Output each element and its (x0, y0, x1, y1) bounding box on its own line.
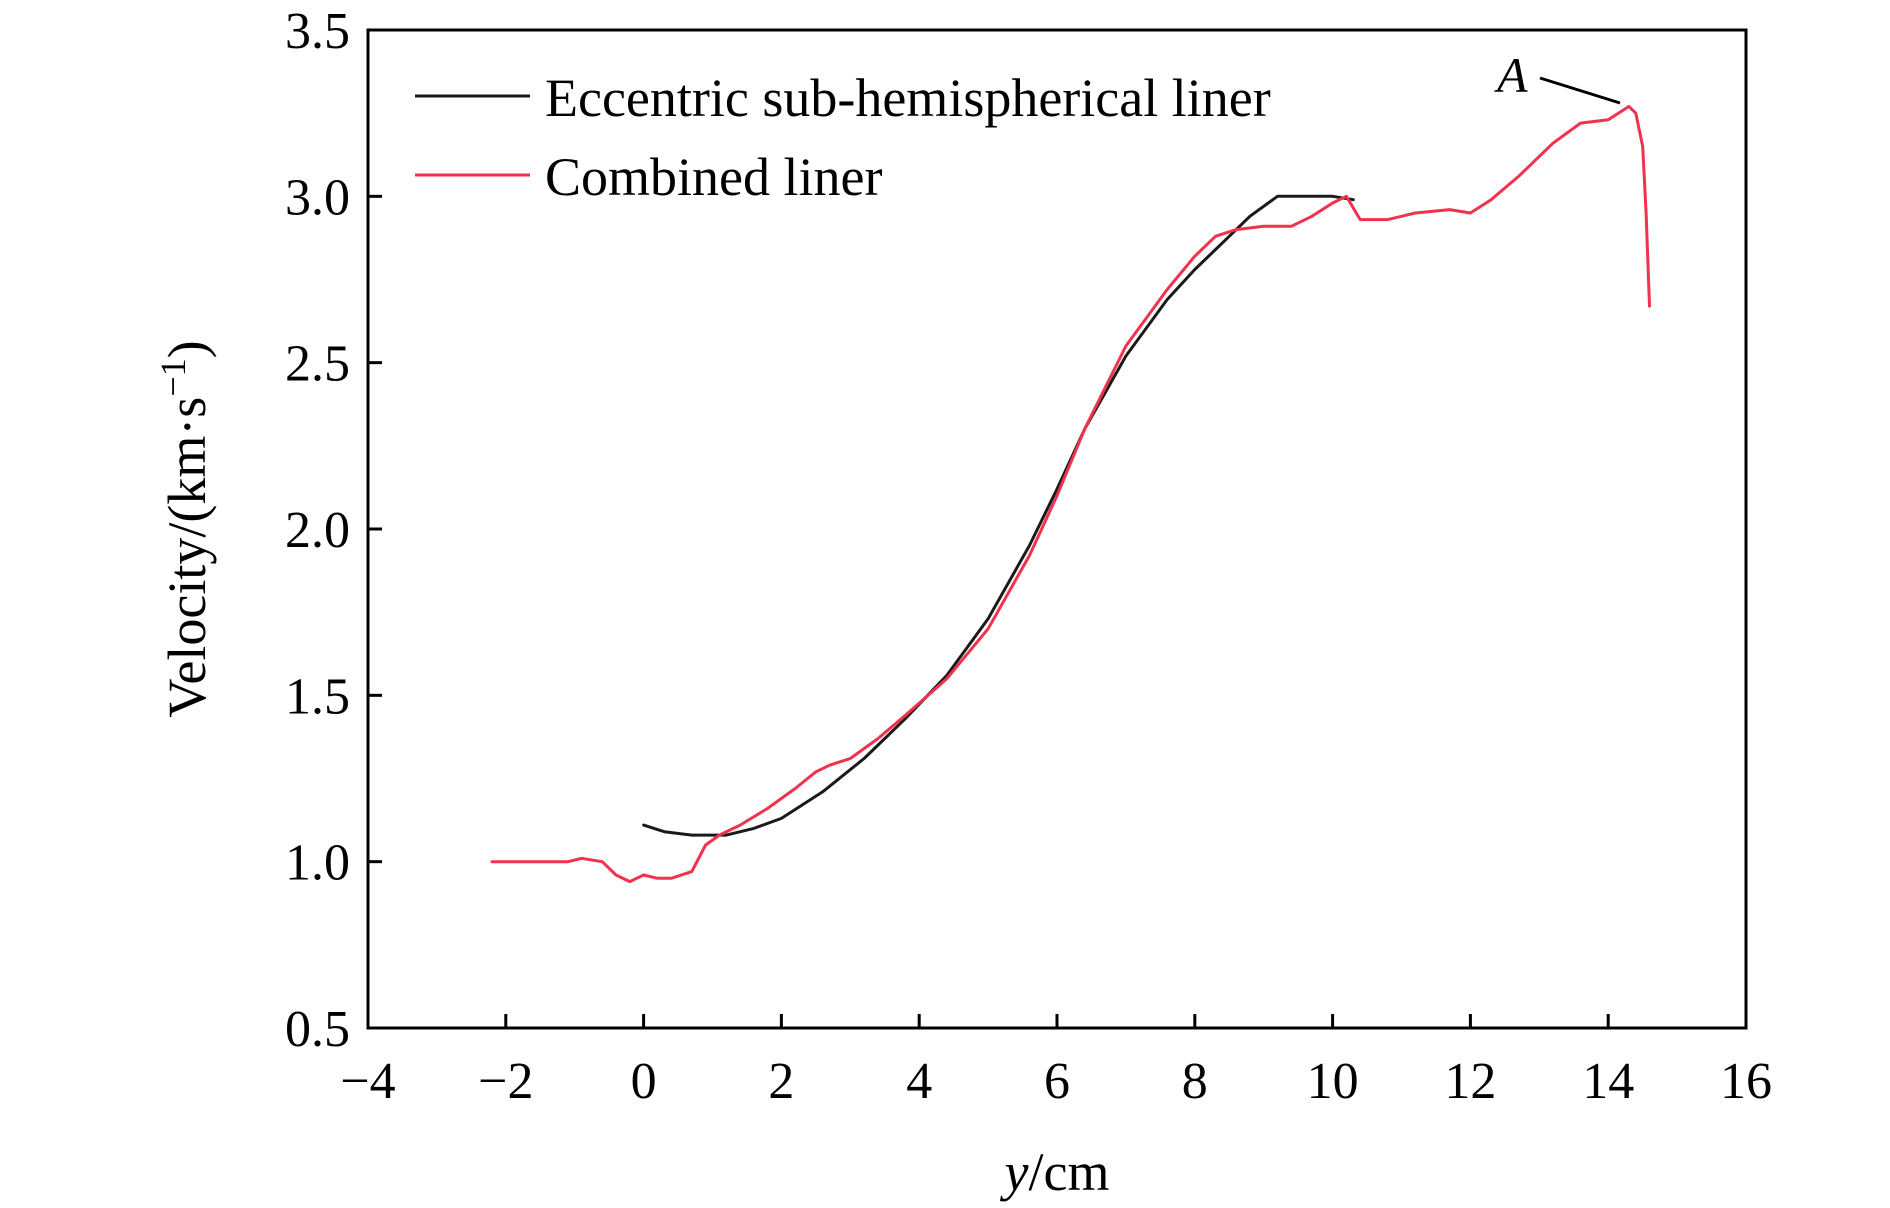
x-tick-label: 0 (631, 1053, 657, 1110)
legend: Eccentric sub-hemispherical liner Combin… (415, 68, 1271, 207)
y-tick-label: 0.5 (285, 1001, 350, 1058)
series-layer (490, 105, 1651, 884)
x-tick-label: 4 (906, 1053, 932, 1110)
series-line-combined (490, 105, 1651, 884)
axis-ticks: −4 −2 0 2 4 6 8 10 12 14 16 0.5 1.0 1.5 2.0 2.5 3.0 3.5 (285, 3, 1772, 1110)
y-tick-label: 2.5 (285, 336, 350, 393)
x-tick-label: 6 (1044, 1053, 1070, 1110)
x-tick-label: −2 (478, 1053, 533, 1110)
legend-label-combined: Combined liner (545, 147, 882, 207)
x-tick-label: 8 (1182, 1053, 1208, 1110)
y-tick-label: 1.0 (285, 835, 350, 892)
y-tick-label: 3.5 (285, 3, 350, 60)
annotation-a: A (1494, 47, 1621, 105)
y-tick-label: 3.0 (285, 169, 350, 226)
x-tick-label: 12 (1444, 1053, 1496, 1110)
x-axis-title: y/cm (1000, 1142, 1110, 1202)
x-tick-label: 16 (1720, 1053, 1772, 1110)
series-line-eccentric (642, 194, 1355, 837)
legend-label-eccentric: Eccentric sub-hemispherical liner (545, 68, 1271, 128)
annotation-a-leader (1539, 76, 1621, 105)
x-tick-label: −4 (340, 1053, 395, 1110)
y-axis-title: Velocity/(km·s−1) (153, 340, 217, 717)
x-tick-label: 2 (768, 1053, 794, 1110)
x-tick-label: 10 (1307, 1053, 1359, 1110)
annotation-a-label: A (1494, 47, 1528, 103)
y-tick-label: 2.0 (285, 502, 350, 559)
y-tick-label: 1.5 (285, 668, 350, 725)
x-tick-label: 14 (1582, 1053, 1634, 1110)
